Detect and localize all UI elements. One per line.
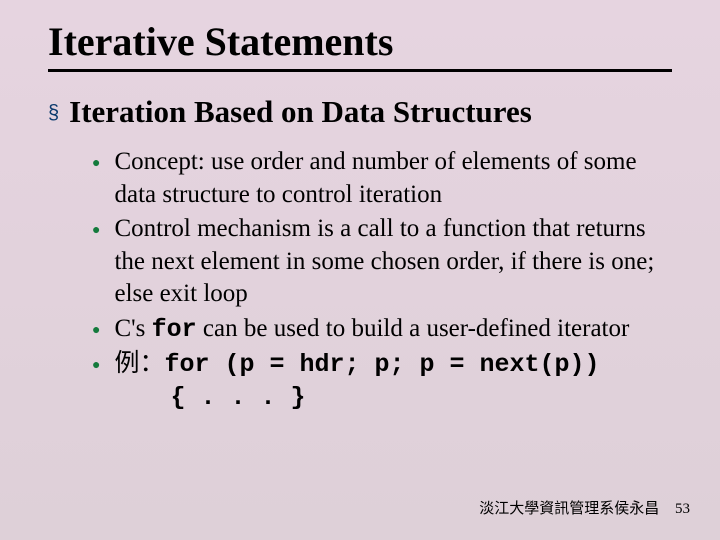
bullet-dot-icon: ●: [92, 322, 100, 340]
list-item-text: 例：for (p = hdr; p; p = next(p)){ . . . }: [114, 348, 672, 414]
list-item-text: C's for can be used to build a user-defi…: [114, 313, 672, 347]
page-number: 53: [675, 501, 690, 517]
bullet-list: ● Concept: use order and number of elemen…: [48, 146, 672, 414]
list-item: ● Concept: use order and number of elemen…: [92, 146, 672, 211]
list-item: ● C's for can be used to build a user-def…: [92, 313, 672, 347]
bullet-dot-icon: ●: [92, 222, 100, 240]
title-underline: [48, 69, 672, 72]
list-item-text: Control mechanism is a call to a functio…: [114, 213, 672, 311]
list-item: ● Control mechanism is a call to a functi…: [92, 213, 672, 311]
bullet-dot-icon: ●: [92, 155, 100, 173]
list-item-text: Concept: use order and number of element…: [114, 146, 672, 211]
code-continuation: { . . . }: [170, 382, 672, 415]
footer-credit: 淡江大學資訊管理系侯永昌: [479, 501, 659, 517]
bullet-dot-icon: ●: [92, 357, 100, 375]
section-heading-row: § Iteration Based on Data Structures: [48, 94, 672, 132]
section-bullet-glyph: §: [48, 94, 59, 132]
section-heading: Iteration Based on Data Structures: [69, 94, 532, 130]
list-item: ● 例：for (p = hdr; p; p = next(p)){ . . . …: [92, 348, 672, 414]
footer: 淡江大學資訊管理系侯永昌 53: [479, 497, 690, 518]
slide-title: Iterative Statements: [48, 18, 672, 65]
